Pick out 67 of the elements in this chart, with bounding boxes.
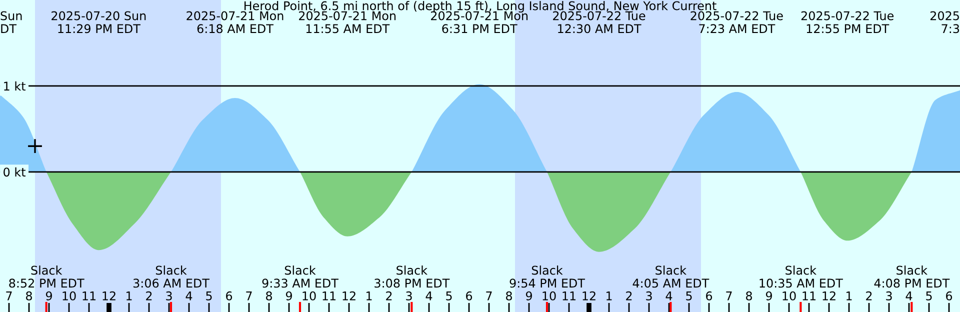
x-tick-label: 11 — [802, 292, 816, 300]
x-tick-label: 9 — [766, 291, 772, 300]
annotation: Slack 4:05 AM EDT — [632, 266, 710, 288]
x-tick-label: 3 — [886, 291, 892, 300]
x-tick-label: 2 — [626, 291, 632, 300]
x-tick-label: 8 — [506, 291, 512, 300]
x-tick-label: 7 — [246, 292, 252, 300]
x-tick-label: 2 — [866, 291, 872, 300]
x-tick-label: 6 — [466, 291, 472, 300]
x-tick-label: 10 — [62, 291, 76, 300]
x-tick-label: 2 — [146, 291, 152, 300]
x-tick-label: 5 — [926, 292, 932, 300]
x-tick-label: 12 — [582, 291, 596, 300]
x-tick-label: 1 — [846, 292, 852, 300]
x-tick-label: 3 — [646, 291, 652, 300]
annotation: 2025-07-21 Mon 6:18 AM EDT — [186, 11, 284, 34]
x-tick-label: 2 — [386, 291, 392, 300]
x-tick-label: 4 — [186, 292, 192, 300]
x-tick-label: 11 — [562, 292, 576, 300]
x-tick-label: 1 — [366, 292, 372, 300]
x-tick-label: 4 — [666, 292, 672, 300]
annotation: Slack 9:54 PM EDT — [510, 266, 586, 288]
annotation: Slack 10:35 AM EDT — [760, 266, 843, 288]
x-tick-label: 6 — [226, 291, 232, 300]
x-tick-label: 7 — [486, 292, 492, 300]
x-tick-label: 12 — [342, 291, 356, 300]
x-tick-label: 8 — [746, 291, 752, 300]
x-tick-label: 1 — [126, 292, 132, 300]
y-tick-label: 1 kt — [4, 81, 26, 90]
annotation: 2025-07-21 Mon 11:55 AM EDT — [299, 11, 396, 34]
x-tick-label: 8 — [26, 291, 32, 300]
x-tick-label: 4 — [906, 292, 912, 300]
annotation: Sun DT — [0, 11, 22, 33]
x-tick-label: 3 — [406, 291, 412, 300]
x-tick-label: 10 — [542, 291, 556, 300]
x-tick-label: 6 — [946, 291, 952, 300]
x-tick-label: 9 — [46, 291, 52, 300]
x-tick-label: 8 — [266, 291, 272, 300]
annotation: Slack 3:06 AM EDT — [133, 266, 210, 288]
annotation: 2025 7:3 — [930, 11, 960, 34]
x-tick-label: 10 — [782, 291, 796, 300]
annotation: Slack 3:08 PM EDT — [374, 266, 450, 288]
annotation: 2025-07-22 Tue 7:23 AM EDT — [690, 11, 783, 34]
annotation: Slack 9:33 AM EDT — [262, 266, 338, 288]
annotation: 2025-07-21 Mon 6:31 PM EDT — [431, 11, 528, 34]
x-tick-label: 11 — [82, 292, 96, 300]
y-tick-label: 0 kt — [4, 167, 26, 177]
annotation: Slack 8:52 PM EDT — [9, 266, 84, 288]
x-tick-label: 9 — [286, 291, 292, 300]
x-tick-label: 5 — [686, 292, 692, 300]
x-tick-label: 5 — [206, 292, 212, 300]
x-tick-label: 1 — [606, 292, 612, 300]
annotation: 2025-07-22 Tue 12:30 AM EDT — [553, 11, 646, 34]
x-tick-label: 5 — [446, 292, 452, 300]
x-tick-label: 4 — [426, 292, 432, 300]
x-tick-label: 10 — [302, 291, 316, 300]
x-tick-label: 7 — [6, 292, 12, 300]
annotation: 2025-07-22 Tue 12:55 PM EDT — [801, 11, 894, 34]
x-tick-label: 11 — [322, 292, 336, 300]
x-tick-label: 6 — [706, 291, 712, 300]
x-tick-label: 7 — [726, 292, 732, 300]
annotation: 2025-07-20 Sun 11:29 PM EDT — [52, 11, 146, 34]
x-tick-label: 3 — [166, 291, 172, 300]
x-tick-label: 12 — [102, 291, 116, 300]
x-tick-label: 9 — [526, 291, 532, 300]
annotation: Slack 4:08 PM EDT — [874, 266, 950, 288]
x-tick-label: 12 — [822, 291, 836, 300]
